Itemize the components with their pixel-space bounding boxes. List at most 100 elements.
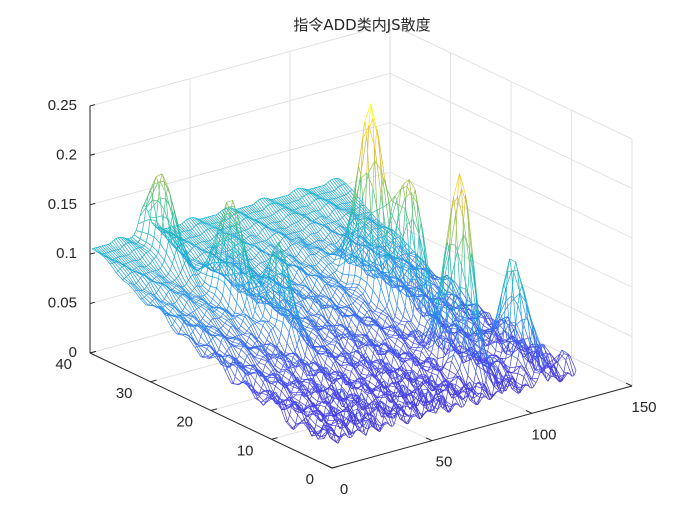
mesh-line [337,208,345,216]
mesh-line [322,256,325,259]
mesh-line [318,229,321,233]
mesh-line [123,265,131,274]
mesh-line [160,265,163,269]
mesh-line [329,180,337,190]
mesh-line [286,247,289,251]
mesh-line [316,231,319,234]
mesh-line [298,253,305,262]
mesh-line [248,325,252,329]
mesh-line [319,186,327,193]
mesh-line [152,278,155,281]
mesh-line [224,262,227,284]
mesh-line [156,282,163,285]
mesh-line [138,289,145,298]
mesh-line [188,334,192,337]
mesh-line [244,242,251,249]
mesh-line [189,237,197,245]
mesh-line [261,229,269,240]
mesh-line [286,276,293,285]
mesh-line [230,292,238,304]
mesh-line [313,200,321,210]
mesh-line [392,229,399,238]
mesh-line [196,307,199,310]
mesh-line [129,273,137,284]
mesh-line [188,299,195,312]
mesh-line [338,238,341,242]
mesh-line [331,209,335,212]
mesh-line [218,327,221,330]
mesh-line [278,273,285,278]
mesh-line [362,222,366,260]
mesh-line [184,302,187,308]
mesh-line [141,221,145,233]
mesh-line [312,247,319,253]
mesh-line [190,331,194,335]
mesh-line [343,193,347,196]
mesh-line [372,245,376,264]
mesh-line [126,276,133,285]
mesh-line [127,262,135,270]
mesh-line [263,206,267,210]
mesh-line [162,300,169,305]
mesh-line [224,350,228,355]
mesh-line [234,327,242,336]
mesh-line [382,203,390,208]
mesh-line [190,311,193,314]
mesh-line [237,208,245,215]
mesh-line [166,313,173,325]
mesh-line [283,216,287,220]
mesh-line [136,280,139,284]
mesh-line [135,260,143,267]
mesh-line [239,208,247,216]
mesh-line [304,228,311,235]
mesh-line [332,296,340,305]
mesh-line [270,282,274,291]
mesh-line [250,248,257,256]
mesh-line [326,276,333,279]
mesh-line [280,291,287,302]
mesh-line [260,299,264,304]
mesh-line [328,274,331,277]
mesh-line [252,310,256,318]
mesh-line [266,321,274,329]
mesh-line [276,264,283,273]
mesh-line [296,284,303,289]
mesh-line [155,252,159,257]
mesh-line [342,286,349,290]
mesh-line [297,198,301,201]
mesh-line [216,309,223,315]
mesh-line [364,213,372,224]
mesh-line [169,227,177,250]
mesh-line [240,311,244,315]
mesh-line [125,243,133,252]
mesh-line [320,306,324,309]
mesh-line [355,207,359,210]
mesh-line [298,250,301,255]
mesh-line [362,197,366,224]
mesh-line [228,318,236,328]
mesh-line [207,223,215,229]
mesh-line [243,239,251,245]
mesh-line [268,334,276,348]
mesh-line [222,294,229,306]
mesh-line [203,231,211,241]
mesh-line [287,203,295,210]
mesh-line [374,160,378,211]
mesh-line [412,275,415,277]
mesh-line [308,291,311,294]
mesh-line [196,256,199,260]
mesh-line [316,310,320,314]
mesh-line [324,305,332,315]
mesh-line [312,241,315,244]
mesh-line [275,210,279,213]
mesh-line [165,193,173,217]
mesh-line [376,299,380,308]
mesh-line [376,228,383,238]
mesh-line [257,200,265,210]
mesh-line [237,212,245,219]
mesh-line [215,213,219,216]
mesh-line [338,286,346,293]
mesh-line [267,204,275,215]
mesh-line [304,285,311,293]
mesh-line [136,289,143,299]
